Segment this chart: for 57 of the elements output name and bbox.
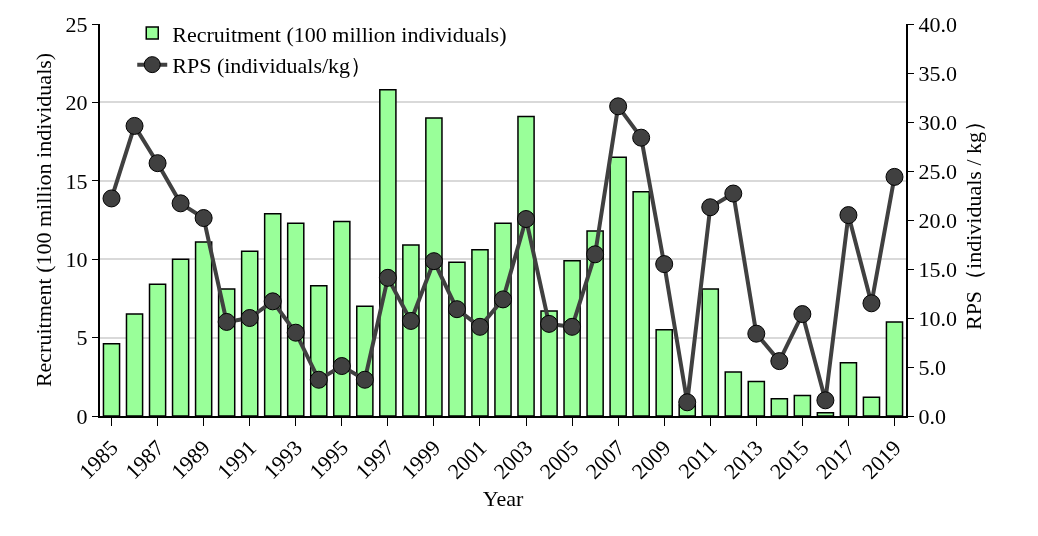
point <box>494 290 512 309</box>
point <box>885 167 904 186</box>
y-axis-title: Recruitment (100 million individuals) <box>30 52 56 388</box>
x-axis-title: Year <box>482 485 524 511</box>
y2-tick-label: 20.0 <box>918 207 957 233</box>
point <box>724 184 743 203</box>
point <box>586 245 605 264</box>
point <box>102 189 121 208</box>
point <box>286 323 305 342</box>
y2-tick-label: 10.0 <box>918 305 957 331</box>
point <box>655 255 674 274</box>
y2-tick-label: 40.0 <box>918 11 957 37</box>
point <box>793 305 812 324</box>
y-tick-label: 25 <box>65 11 88 37</box>
y2-tick-label: 25.0 <box>918 158 957 184</box>
point <box>148 154 167 173</box>
legend-label: RPS (individuals/kg） <box>172 53 373 79</box>
point <box>309 370 328 389</box>
y-tick-label: 5 <box>76 325 88 351</box>
point <box>563 317 582 336</box>
point <box>263 292 282 311</box>
y2-tick-label: 0.0 <box>918 403 946 429</box>
point <box>632 128 651 147</box>
point <box>401 311 420 330</box>
point <box>678 393 697 412</box>
y2-tick-label: 30.0 <box>918 109 957 135</box>
y-tick-label: 10 <box>65 246 88 272</box>
point <box>424 252 443 271</box>
y-tick-label: 20 <box>65 90 88 116</box>
point <box>701 198 720 217</box>
point <box>747 324 766 343</box>
point <box>862 294 881 313</box>
point <box>217 312 236 331</box>
point <box>839 206 858 225</box>
point <box>125 116 144 135</box>
y-tick-label: 15 <box>65 168 88 194</box>
point <box>470 317 489 336</box>
y2-tick-label: 35.0 <box>918 60 957 86</box>
point <box>770 352 789 371</box>
point <box>517 210 536 229</box>
legend-label: Recruitment (100 million individuals) <box>172 21 507 47</box>
y2-tick-label: 15.0 <box>918 256 957 282</box>
y-tick-label: 0 <box>76 403 88 429</box>
point <box>194 209 213 228</box>
y2-tick-label: 5.0 <box>918 354 946 380</box>
point <box>609 97 628 116</box>
x-tick-label: 1991 <box>212 435 261 484</box>
x-tick-label: 2011 <box>673 435 722 484</box>
point <box>816 391 835 410</box>
point <box>378 268 397 287</box>
point <box>355 370 374 389</box>
point <box>447 300 466 319</box>
point <box>171 194 190 213</box>
point <box>240 309 259 327</box>
point <box>540 314 559 333</box>
y2-axis-title: RPS（individuals / kg） <box>961 109 987 331</box>
point <box>332 357 351 376</box>
